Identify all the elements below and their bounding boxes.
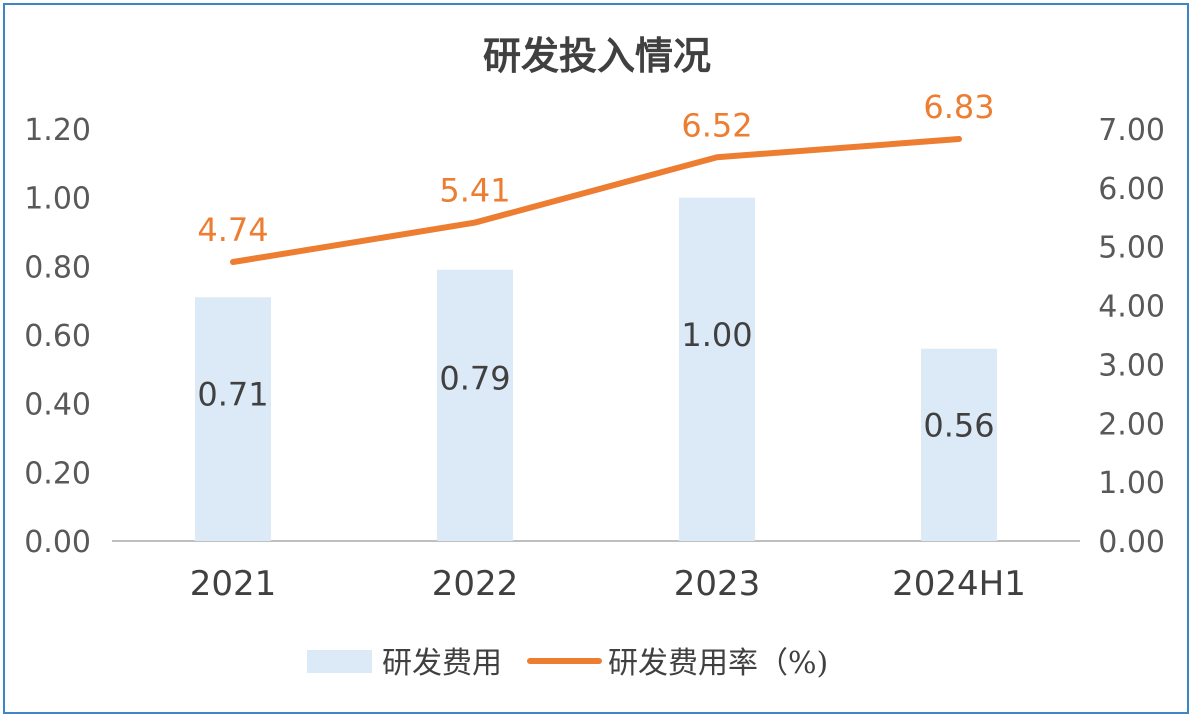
right-axis-ticks: 0.00 1.00 2.00 3.00 4.00 5.00 6.00 7.00 bbox=[1098, 113, 1165, 560]
bar-series bbox=[195, 197, 997, 541]
legend-bar-swatch bbox=[307, 650, 372, 673]
line-data-label: 6.52 bbox=[681, 106, 752, 144]
bar-data-label: 0.71 bbox=[197, 376, 268, 414]
right-tick-label: 4.00 bbox=[1098, 290, 1165, 325]
chart-title: 研发投入情况 bbox=[483, 33, 711, 78]
bar-data-label: 1.00 bbox=[681, 316, 752, 354]
right-tick-label: 6.00 bbox=[1098, 172, 1165, 207]
category-label: 2024H1 bbox=[892, 564, 1026, 604]
left-axis-ticks: 0.00 0.20 0.40 0.60 0.80 1.00 1.20 bbox=[24, 113, 91, 560]
line-data-labels: 4.74 5.41 6.52 6.83 bbox=[197, 88, 994, 249]
legend-bar-label: 研发费用 bbox=[382, 646, 502, 681]
left-tick-label: 1.20 bbox=[24, 113, 91, 148]
left-tick-label: 0.20 bbox=[24, 456, 91, 491]
line-data-label: 5.41 bbox=[439, 172, 510, 210]
left-tick-label: 0.00 bbox=[24, 525, 91, 560]
right-tick-label: 3.00 bbox=[1098, 348, 1165, 383]
category-labels: 2021 2022 2023 2024H1 bbox=[190, 564, 1026, 604]
legend-line-label: 研发费用率（%) bbox=[608, 646, 828, 681]
category-label: 2022 bbox=[432, 564, 519, 604]
right-tick-label: 7.00 bbox=[1098, 113, 1165, 148]
legend: 研发费用 研发费用率（%) bbox=[307, 646, 828, 681]
right-tick-label: 2.00 bbox=[1098, 407, 1165, 442]
right-tick-label: 0.00 bbox=[1098, 525, 1165, 560]
bar bbox=[437, 269, 513, 541]
bar bbox=[679, 197, 755, 541]
line-path bbox=[230, 136, 962, 266]
left-tick-label: 0.60 bbox=[24, 319, 91, 354]
bar-data-labels: 0.71 0.79 1.00 0.56 bbox=[197, 316, 994, 445]
line-data-label: 4.74 bbox=[197, 211, 268, 249]
bar-data-label: 0.79 bbox=[439, 359, 510, 397]
left-tick-label: 0.80 bbox=[24, 250, 91, 285]
right-tick-label: 5.00 bbox=[1098, 231, 1165, 266]
left-tick-label: 1.00 bbox=[24, 182, 91, 217]
line-series bbox=[230, 136, 962, 266]
right-tick-label: 1.00 bbox=[1098, 466, 1165, 501]
left-tick-label: 0.40 bbox=[24, 388, 91, 423]
category-label: 2021 bbox=[190, 564, 277, 604]
line-data-label: 6.83 bbox=[923, 88, 994, 126]
bar bbox=[195, 297, 271, 541]
category-label: 2023 bbox=[674, 564, 761, 604]
bar bbox=[921, 348, 997, 541]
bar-data-label: 0.56 bbox=[923, 407, 994, 445]
